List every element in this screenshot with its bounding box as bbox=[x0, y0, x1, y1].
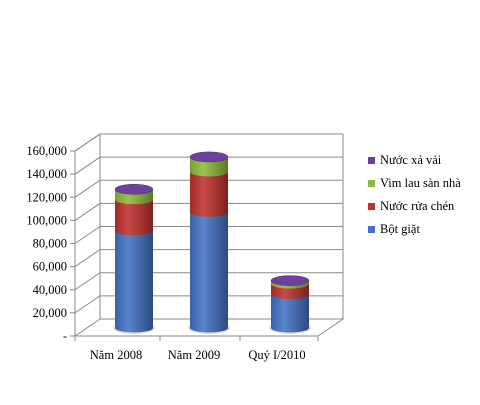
bar-segment-vim-lau-sàn-nhà bbox=[190, 156, 228, 177]
bar-segment-nước-rửa-chén bbox=[190, 171, 228, 217]
bar-segment-nước-rửa-chén bbox=[115, 199, 153, 236]
bar-top-cap bbox=[270, 275, 310, 286]
x-tick-label: Quý I/2010 bbox=[248, 348, 305, 362]
gridline bbox=[74, 156, 343, 175]
bar-top-cap bbox=[189, 151, 229, 163]
gridline bbox=[74, 202, 343, 221]
bar-segment-bột-giặt bbox=[190, 212, 228, 333]
y-tick-label: 60,000 bbox=[33, 260, 67, 274]
legend-label: Nước rửa chén bbox=[380, 199, 455, 213]
gridline bbox=[74, 295, 343, 314]
bar-segment-bột-giặt bbox=[271, 294, 309, 333]
legend-swatch bbox=[368, 157, 375, 164]
legend-label: Vim lau sàn nhà bbox=[380, 176, 461, 190]
legend-label: Nước xả vải bbox=[380, 153, 442, 167]
y-tick-label: 120,000 bbox=[26, 190, 67, 204]
bar-top-cap bbox=[114, 184, 154, 195]
gridline bbox=[74, 272, 343, 291]
y-tick-label: 40,000 bbox=[33, 283, 67, 297]
gridline bbox=[74, 133, 343, 152]
legend-swatch bbox=[368, 180, 375, 187]
y-tick-label: 100,000 bbox=[26, 213, 67, 227]
y-tick-label: - bbox=[63, 329, 67, 343]
gridline bbox=[74, 226, 343, 244]
gridline bbox=[74, 249, 343, 268]
y-tick-label: 140,000 bbox=[26, 167, 67, 181]
legend-swatch bbox=[368, 203, 375, 210]
bar-segment-bột-giặt bbox=[115, 230, 153, 333]
y-tick-label: 20,000 bbox=[33, 306, 67, 320]
x-tick-label: Năm 2008 bbox=[90, 348, 142, 362]
legend-swatch bbox=[368, 226, 375, 233]
y-tick-label: 160,000 bbox=[26, 144, 67, 158]
x-tick-label: Năm 2009 bbox=[168, 348, 220, 362]
legend-label: Bột giặt bbox=[380, 222, 420, 236]
y-tick-label: 80,000 bbox=[33, 237, 67, 251]
gridline bbox=[74, 179, 343, 198]
